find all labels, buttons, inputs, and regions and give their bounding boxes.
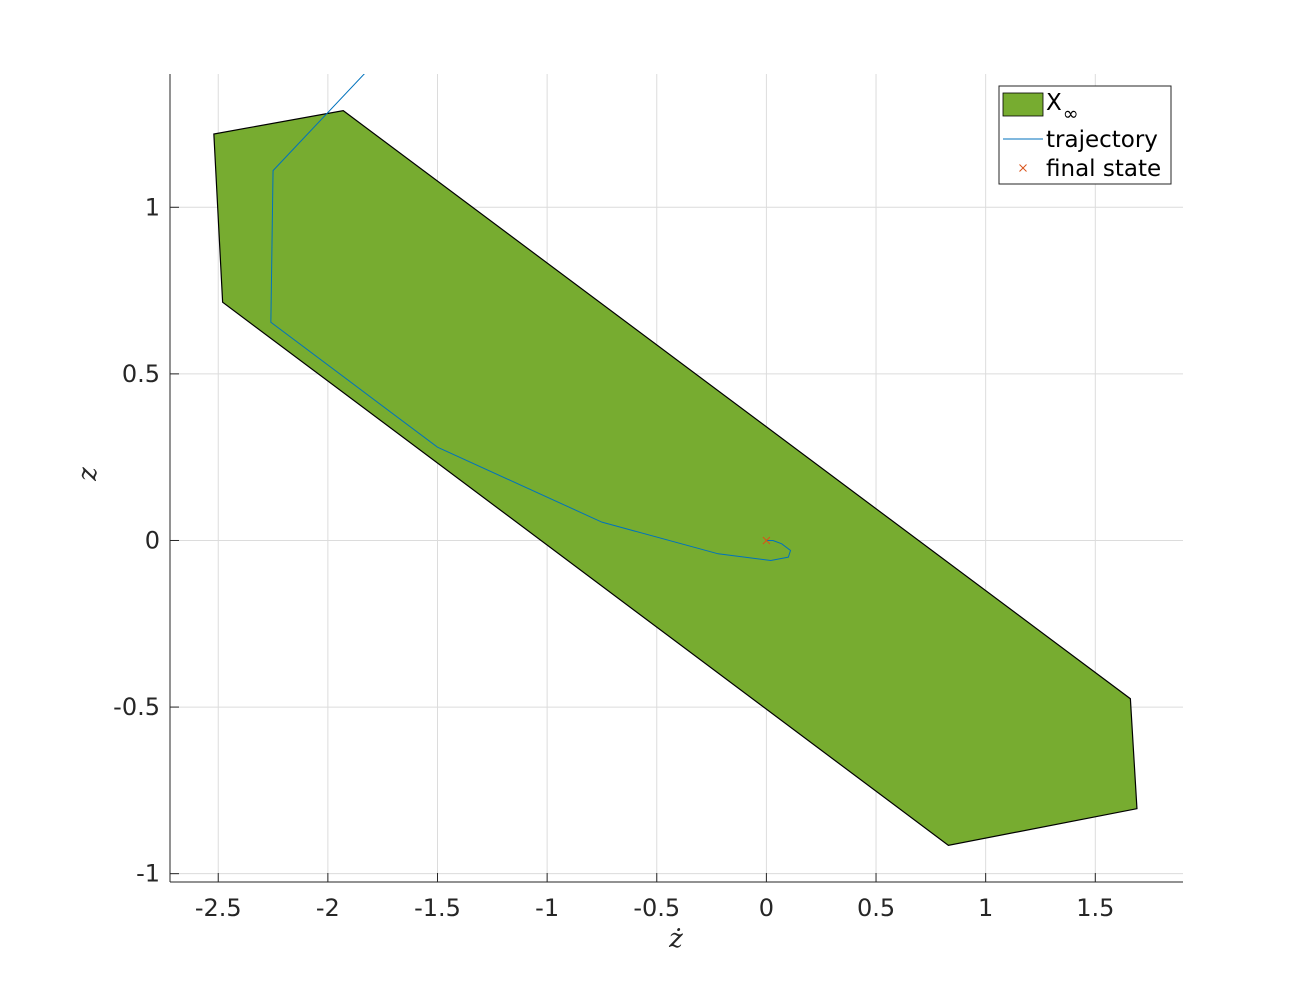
legend-region-label-subscript: ∞: [1063, 103, 1079, 125]
x-tick-label: -2: [316, 894, 340, 922]
legend-final-state-swatch: [1019, 164, 1027, 172]
x-tick-label: -1: [535, 894, 559, 922]
y-tick-label: -1: [136, 860, 160, 888]
legend-final-state-marker-stroke: [1019, 164, 1027, 172]
legend-region-swatch: [1002, 92, 1044, 117]
y-tick-label: 0: [145, 526, 160, 554]
legend-region-label: X∞: [1046, 90, 1079, 125]
legend-final-state-label: final state: [1046, 156, 1161, 182]
x-tick-label: 0: [759, 894, 774, 922]
x-tick-label: 0.5: [857, 894, 895, 922]
final-state-marker-stroke: [762, 536, 771, 545]
final-state-marker: [762, 536, 771, 545]
x-tick-label: 1: [978, 894, 993, 922]
x-infinity-region: [213, 110, 1138, 846]
x-tick-label: -0.5: [633, 894, 680, 922]
y-axis-label: z: [73, 467, 103, 482]
axes: [169, 74, 1183, 883]
y-ticks: -1 -0.5 0 0.5 1: [113, 193, 179, 888]
x-ticks: -2.5 -2 -1.5 -1 -0.5 0 0.5 1 1.5: [195, 873, 1114, 922]
trajectory-line: [270, 74, 792, 561]
legend: X∞ trajectory final state: [998, 85, 1172, 185]
legend-trajectory-label: trajectory: [1046, 127, 1158, 153]
plot-area: [213, 74, 1138, 846]
x-axis-label: ż: [668, 924, 683, 954]
x-tick-label: -2.5: [195, 894, 242, 922]
y-tick-label: -0.5: [113, 693, 160, 721]
legend-region-label-main: X: [1046, 90, 1062, 116]
y-tick-label: 0.5: [122, 360, 160, 388]
y-tick-label: 1: [145, 193, 160, 221]
x-tick-label: -1.5: [414, 894, 461, 922]
x-tick-label: 1.5: [1076, 894, 1114, 922]
